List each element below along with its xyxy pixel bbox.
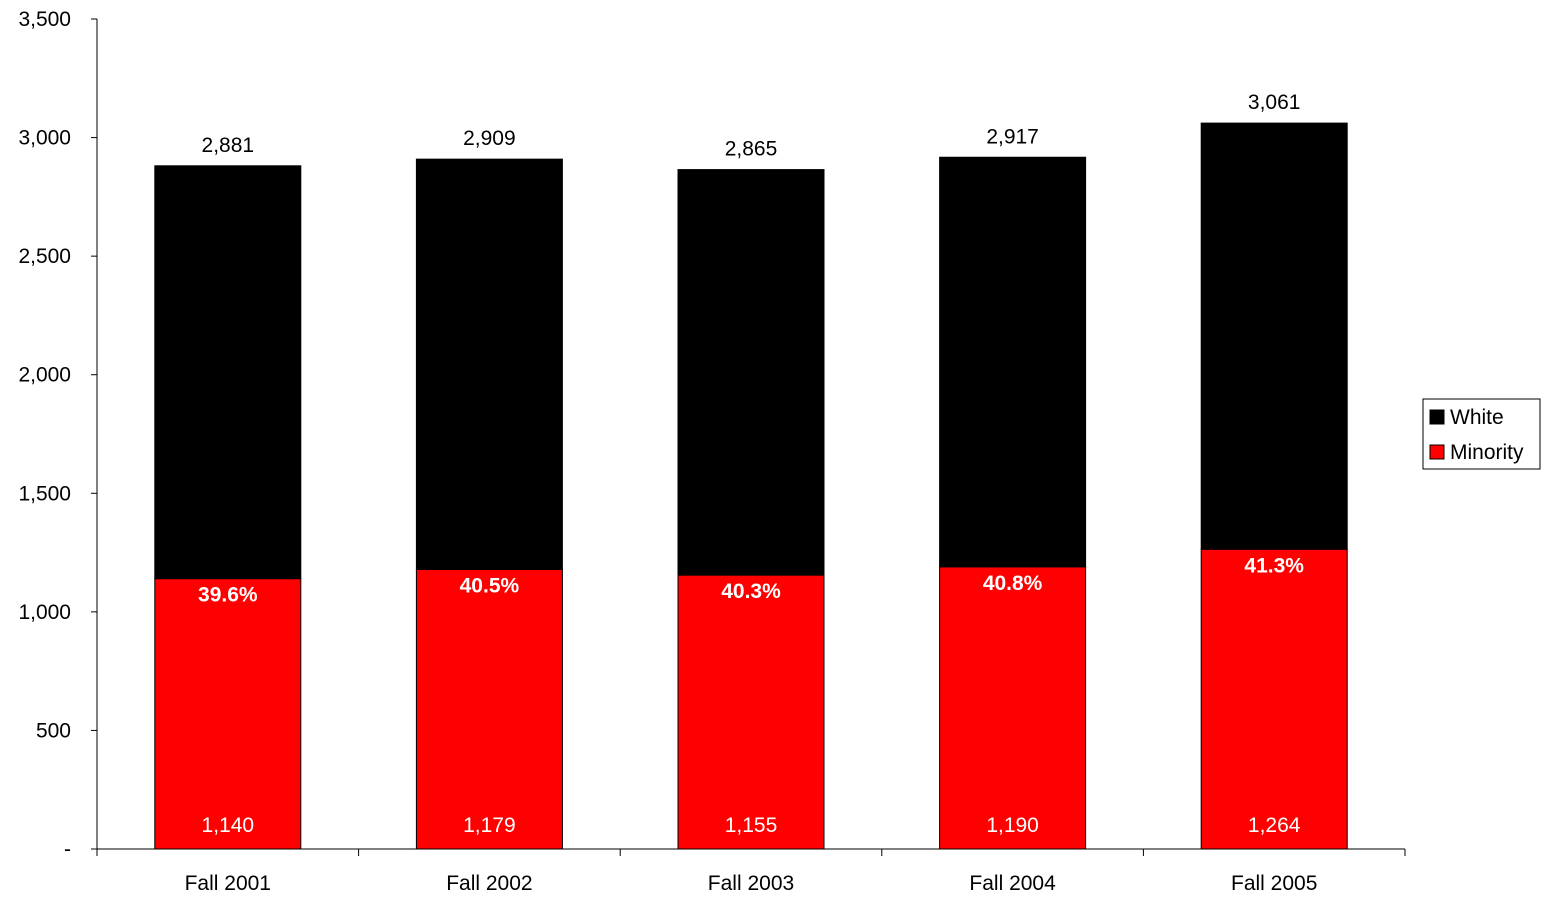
bar-segment-white: [677, 169, 825, 576]
y-tick-label: 3,500: [18, 8, 71, 31]
minority-data-label: 1,264: [1248, 814, 1301, 837]
y-tick-label: 3,000: [18, 127, 71, 150]
x-tick-label: Fall 2001: [185, 872, 271, 895]
bar-segment-minority: [677, 574, 825, 850]
minority-percent-label: 41.3%: [1244, 554, 1304, 577]
y-tick-label: 1,000: [18, 601, 71, 624]
x-tick-label: Fall 2002: [446, 872, 532, 895]
y-axis: - 500 1,000 1,500 2,000 2,500 3,000 3,500: [18, 8, 98, 861]
bar-segment-white: [939, 156, 1087, 568]
y-tick-label: 500: [36, 719, 71, 742]
x-tick-label: Fall 2005: [1231, 872, 1317, 895]
x-axis: Fall 2001 Fall 2002 Fall 2003 Fall 2004 Fall…: [96, 848, 1406, 895]
y-tick-label: 2,500: [18, 245, 71, 268]
legend: White Minority: [1422, 398, 1541, 470]
legend-label: White: [1450, 406, 1504, 429]
bar-segment-minority: [939, 566, 1087, 850]
minority-percent-label: 40.8%: [983, 572, 1043, 595]
minority-data-label: 1,179: [463, 814, 516, 837]
legend-swatch: [1429, 444, 1445, 460]
bar-segment-minority: [154, 578, 302, 850]
bar-segment-white: [415, 158, 563, 570]
minority-percent-label: 40.5%: [460, 574, 520, 597]
minority-data-label: 1,140: [202, 814, 255, 837]
legend-swatch: [1429, 409, 1445, 425]
total-data-label: 2,865: [725, 138, 778, 161]
total-data-label: 2,909: [463, 127, 516, 150]
minority-data-label: 1,190: [986, 814, 1039, 837]
x-tick-label: Fall 2004: [969, 872, 1056, 895]
bar-segment-white: [1200, 122, 1348, 550]
legend-label: Minority: [1450, 441, 1524, 464]
minority-data-label: 1,155: [725, 814, 778, 837]
bars: 2,881 39.6% 1,140 2,909 40.5% 1,179 2,865 40.3%…: [154, 91, 1348, 850]
y-tick-label: 1,500: [18, 482, 71, 505]
minority-percent-label: 39.6%: [198, 584, 258, 607]
y-tick-label: -: [64, 838, 71, 861]
bar-segment-minority: [415, 568, 563, 850]
total-data-label: 3,061: [1248, 91, 1301, 114]
bar-segment-white: [154, 165, 302, 580]
minority-percent-label: 40.3%: [721, 580, 781, 603]
total-data-label: 2,917: [986, 125, 1039, 148]
bar-segment-minority: [1200, 548, 1348, 850]
x-tick-label: Fall 2003: [708, 872, 794, 895]
total-data-label: 2,881: [202, 134, 255, 157]
y-tick-label: 2,000: [18, 364, 71, 387]
